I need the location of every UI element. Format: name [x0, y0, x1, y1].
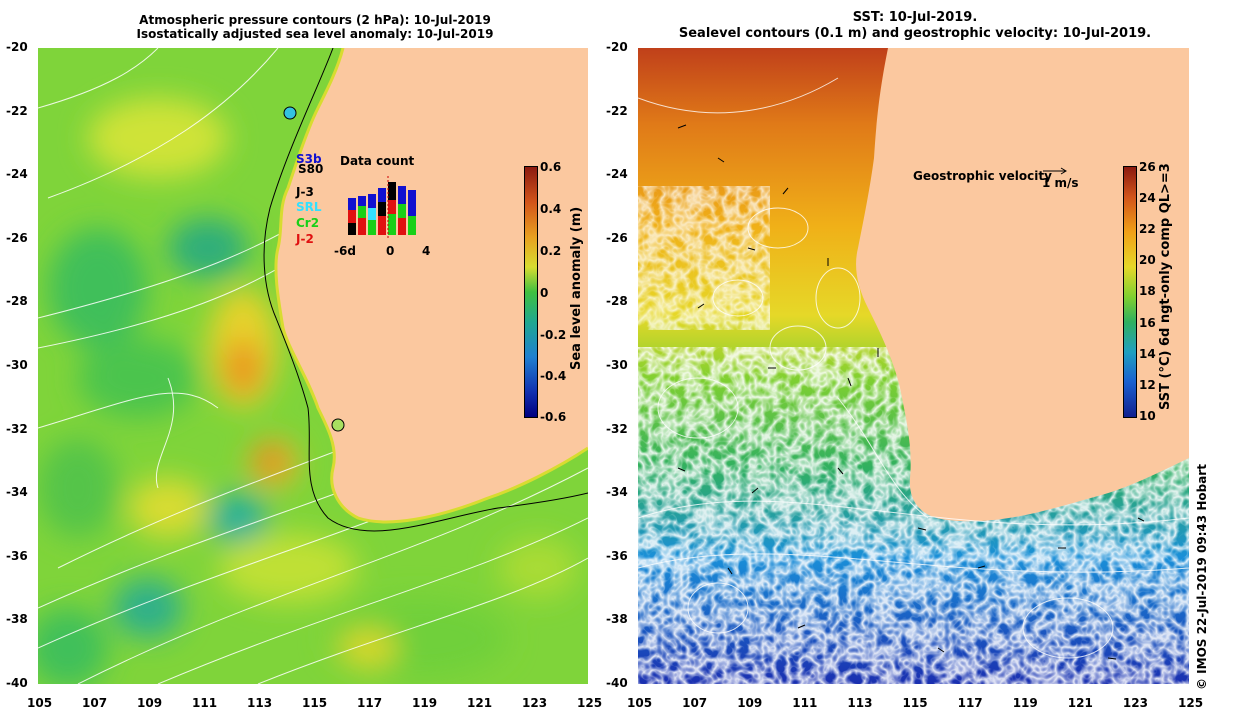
right-lon-tick: 105: [627, 696, 653, 710]
sla-colorbar: [524, 166, 538, 418]
right-lat-tick: -40: [606, 676, 628, 690]
legend-item-j3: J-3: [296, 185, 314, 199]
velocity-scale-arrow: [1043, 167, 1067, 175]
sst-tick-7: 12: [1139, 378, 1156, 392]
legend-item-s80: S80: [298, 162, 324, 176]
left-title-line2: Isostatically adjusted sea level anomaly…: [136, 27, 494, 41]
sst-tick-0: 26: [1139, 160, 1156, 174]
left-lon-tick: 119: [412, 696, 438, 710]
sst-tick-2: 22: [1139, 222, 1156, 236]
left-lon-tick: 115: [302, 696, 328, 710]
right-lat-tick: -22: [606, 103, 628, 118]
sst-tick-1: 24: [1139, 191, 1156, 205]
count-axis-end: 4: [422, 244, 431, 258]
right-lon-tick: 107: [682, 696, 708, 710]
left-lon-tick: 121: [467, 696, 493, 710]
count-axis-start: -6d: [334, 244, 356, 258]
count-axis-zero: 0: [386, 244, 395, 258]
sea-level-anomaly-map: S3b S80 J-3 SRL Cr2 J-2 Data count -6d 0…: [38, 48, 588, 684]
left-lat-tick: -36: [6, 548, 28, 563]
station-marker-north: [283, 106, 297, 120]
station-marker-south: [331, 418, 345, 432]
sst-tick-6: 14: [1139, 347, 1156, 361]
right-lat-tick: -24: [606, 167, 628, 182]
right-lon-tick: 111: [792, 696, 818, 710]
legend-item-j2: J-2: [296, 232, 314, 246]
right-lon-tick: 119: [1012, 696, 1038, 710]
left-lon-tick: 117: [357, 696, 383, 710]
sla-colorbar-label: Sea level anomaly (m): [569, 206, 584, 370]
right-lat-tick: -34: [606, 485, 628, 500]
left-lat-tick: -38: [6, 612, 28, 627]
right-lon-tick: 125: [1178, 696, 1204, 710]
left-title-line1: Atmospheric pressure contours (2 hPa): 1…: [139, 13, 491, 27]
left-lat-tick: -22: [6, 103, 28, 118]
left-lon-tick: 111: [192, 696, 218, 710]
left-lon-tick: 107: [82, 696, 108, 710]
left-lon-tick: 113: [247, 696, 273, 710]
right-lat-tick: -38: [606, 612, 628, 627]
sst-colorbar-label: SST (°C) 6d ngt-only comp QL>=3: [1158, 163, 1173, 410]
left-lat-tick: -24: [6, 167, 28, 182]
sla-tick-1: 0.4: [540, 202, 562, 216]
right-lat-tick: -20: [606, 40, 628, 54]
left-lon-tick: 125: [577, 696, 603, 710]
right-lat-tick: -30: [606, 358, 628, 372]
data-count-inset: [338, 176, 428, 240]
sst-tick-4: 18: [1139, 284, 1156, 298]
legend-item-cr2: Cr2: [296, 216, 320, 230]
sst-tick-8: 10: [1139, 409, 1156, 423]
right-lat-tick: -32: [606, 421, 628, 436]
sst-colorbar: [1123, 166, 1137, 418]
right-lon-tick: 123: [1122, 696, 1148, 710]
sst-tick-5: 16: [1139, 316, 1156, 330]
sla-tick-6: -0.6: [540, 410, 567, 424]
right-lon-tick: 117: [957, 696, 983, 710]
sst-map-graphic: [638, 48, 1189, 684]
legend-item-srl: SRL: [296, 200, 322, 214]
right-lon-tick: 115: [902, 696, 928, 710]
left-title: Atmospheric pressure contours (2 hPa): 1…: [60, 13, 570, 41]
left-lat-tick: -26: [6, 230, 28, 245]
imos-credit: © IMOS 22-Jul-2019 09:43 Hobart: [1195, 464, 1209, 690]
velocity-label: Geostrophic velocity: [913, 169, 1052, 183]
left-lat-tick: -28: [6, 294, 28, 309]
sla-tick-5: -0.4: [540, 369, 567, 383]
velocity-scale-label: 1 m/s: [1042, 176, 1079, 190]
right-lon-tick: 109: [737, 696, 763, 710]
left-lat-tick: -30: [6, 358, 28, 372]
left-lon-tick: 123: [522, 696, 548, 710]
left-lon-tick: 105: [27, 696, 53, 710]
left-lat-tick: -40: [6, 676, 28, 690]
sst-tick-3: 20: [1139, 253, 1156, 267]
sla-tick-2: 0.2: [540, 244, 562, 258]
sla-map-graphic: [38, 48, 588, 684]
sla-tick-3: 0: [540, 286, 549, 300]
sst-map: Geostrophic velocity 1 m/s: [638, 48, 1189, 684]
right-lat-tick: -26: [606, 230, 628, 245]
left-lon-tick: 109: [137, 696, 163, 710]
data-count-title: Data count: [340, 154, 415, 168]
sla-tick-0: 0.6: [540, 160, 562, 174]
right-lon-tick: 113: [847, 696, 873, 710]
right-lat-tick: -36: [606, 548, 628, 563]
left-lat-tick: -32: [6, 421, 28, 436]
right-title-line1: SST: 10-Jul-2019.: [852, 10, 978, 25]
right-title: SST: 10-Jul-2019. Sealevel contours (0.1…: [655, 10, 1175, 42]
right-lon-tick: 121: [1067, 696, 1093, 710]
legend-item-s3b: S3b: [296, 152, 322, 166]
right-title-line2: Sealevel contours (0.1 m) and geostrophi…: [678, 26, 1152, 41]
sla-tick-4: -0.2: [540, 328, 567, 342]
left-lat-tick: -20: [6, 40, 28, 54]
left-lat-tick: -34: [6, 485, 28, 500]
right-lat-tick: -28: [606, 294, 628, 309]
